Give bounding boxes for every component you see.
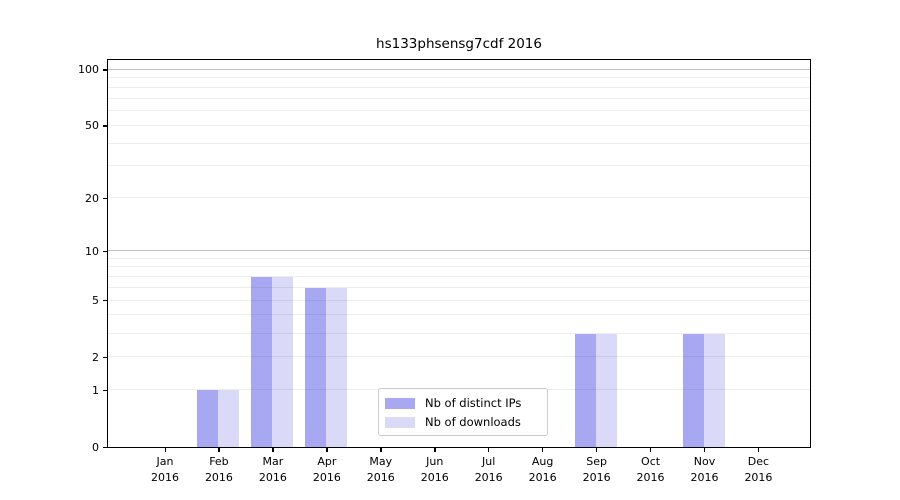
x-tick: [488, 448, 490, 452]
x-tick: [596, 448, 598, 452]
legend-swatch-distinct-ips-icon: [385, 397, 415, 409]
x-tick-label: Jun 2016: [420, 455, 449, 484]
bar-distinct-ips: [304, 287, 326, 447]
y-tick-label: 5: [92, 294, 99, 308]
y-tick: [103, 300, 107, 302]
bar-distinct-ips: [196, 390, 218, 447]
x-tick: [650, 448, 652, 452]
minor-gridline: [108, 257, 810, 259]
bar-distinct-ips: [574, 333, 596, 447]
major-gridline: [108, 68, 810, 70]
minor-gridline: [108, 142, 810, 144]
minor-gridline: [108, 86, 810, 88]
y-tick: [103, 69, 107, 71]
y-tick-label: 100: [78, 63, 99, 77]
y-tick-label: 10: [85, 244, 99, 258]
x-tick: [704, 448, 706, 452]
x-tick: [164, 448, 166, 452]
minor-gridline: [108, 314, 810, 316]
legend-swatch-downloads-icon: [385, 416, 415, 428]
x-tick: [272, 448, 274, 452]
legend-label-distinct-ips: Nb of distinct IPs: [425, 396, 522, 410]
minor-gridline: [108, 286, 810, 288]
bar-downloads: [595, 333, 617, 447]
minor-gridline: [108, 110, 810, 112]
minor-gridline: [108, 165, 810, 167]
y-tick: [103, 250, 107, 252]
x-tick-label: Jan 2016: [151, 455, 179, 484]
bar-downloads: [325, 287, 347, 447]
x-tick-label: Jul 2016: [474, 455, 503, 484]
legend: Nb of distinct IPs Nb of downloads: [378, 388, 548, 436]
legend-label-downloads: Nb of downloads: [425, 415, 521, 429]
bar-downloads: [217, 390, 239, 447]
x-tick: [542, 448, 544, 452]
minor-gridline: [108, 299, 810, 301]
x-tick-label: Oct 2016: [636, 455, 665, 484]
y-tick: [103, 356, 107, 359]
x-tick-label: Dec 2016: [744, 455, 773, 484]
x-tick: [218, 448, 220, 452]
minor-gridline: [108, 276, 810, 278]
x-tick-label: May 2016: [366, 455, 395, 484]
minor-gridline: [108, 124, 810, 126]
chart-title: hs133phsensg7cdf 2016: [376, 36, 542, 52]
x-tick-label: Mar 2016: [258, 455, 287, 484]
minor-gridline: [108, 266, 810, 268]
major-gridline: [108, 250, 810, 252]
y-tick-label: 20: [85, 191, 99, 205]
legend-entry-distinct-ips: Nb of distinct IPs: [385, 396, 539, 410]
y-tick-label: 1: [92, 383, 99, 397]
bar-downloads: [703, 333, 725, 447]
x-tick-label: Nov 2016: [690, 455, 719, 484]
x-tick-label: Aug 2016: [528, 455, 557, 484]
minor-gridline: [108, 97, 810, 99]
x-tick: [326, 448, 328, 452]
x-tick-label: Apr 2016: [312, 455, 341, 484]
x-tick: [380, 448, 382, 452]
y-tick-label: 0: [92, 440, 99, 454]
x-tick-label: Feb 2016: [204, 455, 233, 484]
bar-distinct-ips: [682, 333, 704, 447]
bar-downloads: [271, 277, 293, 447]
x-tick-label: Sep 2016: [582, 455, 611, 484]
minor-gridline: [108, 197, 810, 199]
legend-entry-downloads: Nb of downloads: [385, 415, 539, 429]
y-tick: [103, 197, 107, 200]
x-tick: [757, 448, 760, 452]
x-tick: [434, 448, 436, 452]
y-tick-label: 2: [92, 350, 99, 364]
y-tick: [103, 125, 107, 127]
minor-gridline: [108, 77, 810, 79]
y-tick: [103, 446, 107, 448]
bar-distinct-ips: [250, 277, 272, 447]
y-tick: [103, 389, 107, 392]
y-tick-label: 50: [85, 119, 99, 133]
